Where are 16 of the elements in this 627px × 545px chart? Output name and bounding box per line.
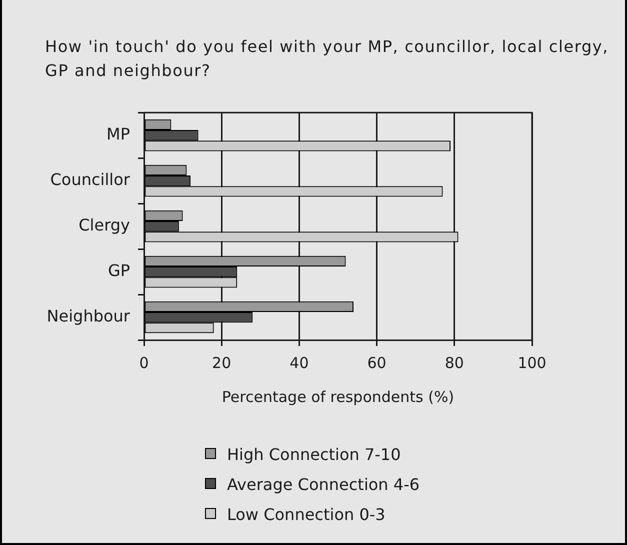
legend-label: Low Connection 0-3: [227, 505, 386, 524]
x-axis-title: Percentage of respondents (%): [222, 388, 454, 406]
y-tick-label: Clergy: [78, 215, 130, 234]
x-tick-label: 0: [139, 354, 149, 372]
chart-title: How 'in touch' do you feel with your MP, councillor, local clergy, GP and neighbour?: [45, 36, 610, 82]
legend-label: High Connection 7-10: [227, 445, 401, 464]
x-tick-label: 80: [444, 354, 464, 372]
y-tick-label: Neighbour: [46, 306, 130, 326]
x-tick-label: 40: [290, 354, 309, 372]
y-tick-label: GP: [108, 260, 130, 280]
x-tick-label: 60: [367, 354, 386, 372]
y-tick-label: Councillor: [50, 170, 130, 189]
y-tick-label: MP: [106, 124, 130, 144]
x-tick-label: 100: [518, 354, 546, 372]
x-tick-label: 20: [212, 354, 232, 372]
legend-label: Average Connection 4-6: [227, 475, 420, 494]
